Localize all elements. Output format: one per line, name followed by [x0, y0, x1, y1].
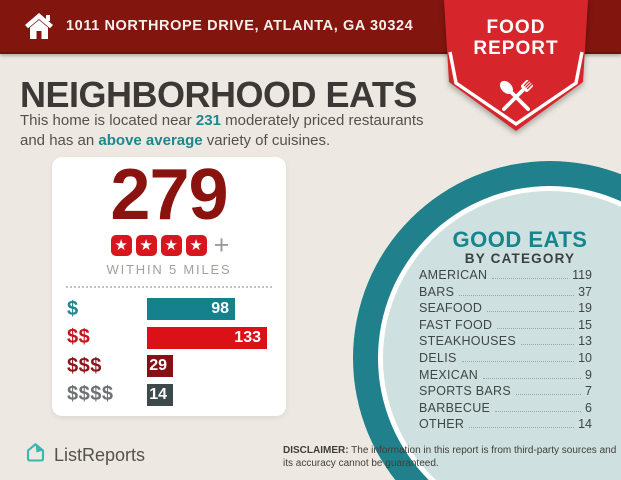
category-value: 15	[578, 317, 592, 332]
bar-row: $$$$ 14	[52, 383, 286, 406]
star-rating: ★ ★ ★ ★ +	[52, 229, 286, 260]
category-row: BARS 37	[419, 285, 592, 302]
brand-logo: ListReports	[24, 441, 145, 469]
category-label: MEXICAN	[419, 367, 479, 382]
disclaimer-text: The information in this report is from t…	[283, 445, 617, 469]
category-label: DELIS	[419, 350, 457, 365]
price-tier-label: $	[67, 297, 79, 320]
category-label: AMERICAN	[419, 268, 488, 282]
category-row: FAST FOOD 15	[419, 318, 592, 335]
listreports-house-icon	[24, 441, 47, 469]
radius-label: WITHIN 5 MILES	[106, 262, 232, 278]
bar-value: 98	[211, 300, 229, 318]
intro-mid: moderately priced restaurants and has an	[20, 112, 424, 149]
intro-pre: This home is located near	[20, 112, 196, 129]
disclaimer-label: DISCLAIMER:	[283, 445, 349, 456]
category-value: 10	[578, 350, 592, 365]
dotted-leader	[515, 394, 582, 396]
category-label: SEAFOOD	[419, 301, 483, 316]
category-label: FAST FOOD	[419, 317, 493, 332]
dotted-leader	[461, 360, 575, 362]
price-tier-label: $$	[67, 326, 91, 349]
price-tier-label: $$$	[67, 354, 102, 377]
star-icon: ★	[135, 234, 157, 256]
page-title: NEIGHBORHOOD EATS	[20, 74, 417, 115]
intro-paragraph: This home is located near 231 moderately…	[20, 111, 452, 151]
category-label: BARBECUE	[419, 400, 491, 415]
ribbon-shape	[444, 0, 588, 131]
category-list: AMERICAN 119 BARS 37 SEAFOOD 19 FAST FOOD 15 STE…	[419, 268, 592, 434]
intro-highlight: above average	[98, 131, 203, 149]
property-address: 1011 NORTHROPE DRIVE, ATLANTA, GA 30324	[66, 18, 414, 34]
price-tier-label: $$$$	[67, 383, 114, 406]
category-value: 7	[585, 384, 592, 399]
category-row: OTHER 14	[419, 417, 592, 434]
star-icon: ★	[110, 234, 132, 256]
bar-row: $$ 133	[52, 326, 286, 349]
category-row: SEAFOOD 19	[419, 301, 592, 318]
category-row: DELIS 10	[419, 351, 592, 368]
home-icon	[24, 12, 54, 40]
good-eats-subtitle: BY CATEGORY	[464, 251, 576, 266]
category-row: AMERICAN 119	[419, 268, 592, 285]
category-value: 9	[585, 367, 592, 382]
dotted-leader	[521, 344, 575, 346]
bar: 29	[147, 355, 173, 378]
dotted-leader	[469, 427, 575, 429]
category-value: 13	[578, 334, 592, 349]
category-label: STEAKHOUSES	[419, 334, 517, 349]
bar: 14	[147, 383, 173, 406]
food-report-badge: FOOD REPORT	[444, 0, 588, 140]
dotted-leader	[497, 327, 575, 329]
category-row: MEXICAN 9	[419, 368, 592, 385]
badge-line-1: FOOD	[486, 17, 546, 38]
dotted-leader	[483, 377, 582, 379]
dotted-leader	[487, 311, 575, 313]
category-label: SPORTS BARS	[419, 384, 511, 399]
category-row: STEAKHOUSES 13	[419, 334, 592, 351]
bar-row: $$$ 29	[52, 354, 286, 378]
bar-value: 29	[149, 357, 167, 375]
price-tier-bar-chart: $98 $$ 133 $$$ 29 $$$$ 14	[52, 298, 286, 406]
dotted-leader	[492, 278, 569, 279]
category-value: 19	[578, 301, 592, 316]
star-icon: ★	[185, 234, 207, 256]
dotted-divider	[66, 286, 272, 289]
good-eats-title: GOOD EATS	[452, 227, 588, 252]
category-value: 37	[578, 284, 592, 299]
star-icon: ★	[160, 234, 182, 256]
bar-value: 14	[149, 385, 167, 403]
category-row: SPORTS BARS 7	[419, 384, 592, 401]
bar-row: $98	[52, 297, 286, 321]
restaurant-summary-card: 279 ★ ★ ★ ★ + WITHIN 5 MILES $98 $$ 133 $$$ 29 $…	[52, 157, 286, 416]
bar: 133	[147, 326, 267, 349]
plus-icon: +	[213, 229, 230, 260]
intro-count: 231	[195, 112, 221, 129]
category-label: OTHER	[419, 417, 465, 432]
badge-line-2: REPORT	[473, 38, 559, 59]
star-tiles: ★ ★ ★ ★	[109, 234, 209, 256]
crossed-spoon-fork-icon	[499, 80, 533, 111]
category-label: BARS	[419, 284, 455, 299]
category-value: 14	[578, 417, 592, 432]
dotted-leader	[459, 294, 575, 296]
brand-name: ListReports	[54, 444, 146, 465]
total-restaurants-count: 279	[110, 155, 228, 235]
category-row: BARBECUE 6	[419, 401, 592, 418]
intro-post: variety of cuisines.	[202, 131, 331, 149]
category-value: 119	[572, 268, 592, 282]
bar: 98	[147, 298, 235, 321]
category-value: 6	[585, 400, 592, 415]
dotted-leader	[495, 410, 582, 412]
disclaimer: DISCLAIMER: The information in this repo…	[283, 444, 618, 470]
bar-value: 133	[234, 328, 261, 346]
